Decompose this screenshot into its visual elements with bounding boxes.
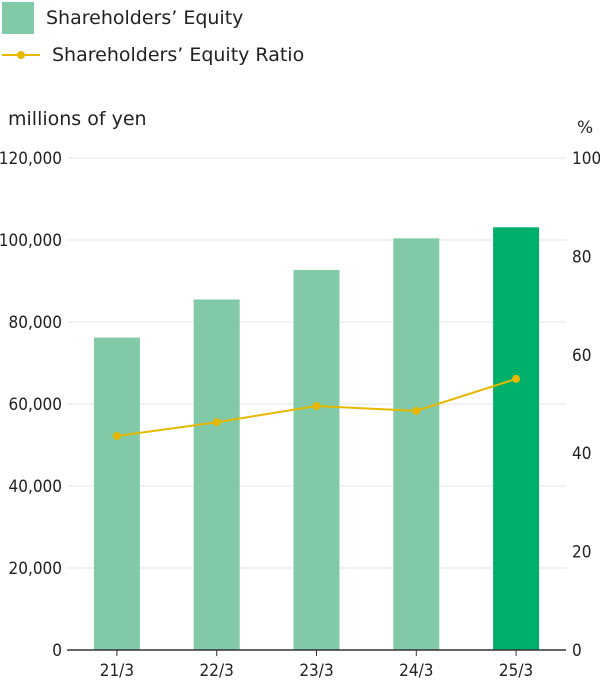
ratio-point bbox=[312, 401, 321, 410]
y2-tick-label: 100 bbox=[572, 149, 600, 169]
x-tick-label: 24/3 bbox=[399, 661, 433, 680]
y-tick-label: 40,000 bbox=[9, 477, 63, 497]
equity-bar bbox=[493, 227, 540, 651]
x-tick-label: 22/3 bbox=[200, 661, 234, 680]
equity-bar bbox=[393, 238, 440, 651]
equity-bar bbox=[93, 337, 140, 650]
y2-tick-label: 60 bbox=[572, 346, 591, 366]
ratio-point bbox=[512, 374, 521, 383]
y2-tick-label: 20 bbox=[572, 543, 591, 563]
legend-bar: Shareholders’ Equity bbox=[2, 2, 243, 34]
y-tick-label: 120,000 bbox=[0, 149, 62, 169]
ratio-point bbox=[112, 431, 121, 440]
left-axis-unit: millions of yen bbox=[8, 108, 147, 130]
equity-bar bbox=[293, 269, 340, 650]
y2-tick-label: 80 bbox=[572, 247, 591, 267]
y-tick-label: 60,000 bbox=[9, 395, 63, 415]
right-axis-unit: % bbox=[577, 118, 594, 138]
legend-bar-swatch bbox=[2, 2, 34, 34]
legend-line-marker bbox=[2, 45, 40, 65]
ratio-point bbox=[412, 406, 421, 415]
x-tick-label: 21/3 bbox=[100, 661, 134, 680]
x-tick-label: 25/3 bbox=[499, 661, 533, 680]
legend-line: Shareholders’ Equity Ratio bbox=[2, 44, 304, 66]
y-tick-label: 0 bbox=[52, 641, 62, 661]
y-tick-label: 100,000 bbox=[0, 231, 62, 251]
equity-bar bbox=[193, 299, 240, 650]
legend-bar-label: Shareholders’ Equity bbox=[46, 7, 244, 29]
legend-line-label: Shareholders’ Equity Ratio bbox=[52, 44, 305, 66]
y2-tick-label: 0 bbox=[572, 641, 582, 661]
ratio-point bbox=[212, 418, 221, 427]
y2-tick-label: 40 bbox=[572, 444, 591, 464]
y-tick-label: 80,000 bbox=[9, 313, 63, 333]
x-tick-label: 23/3 bbox=[299, 661, 333, 680]
y-tick-label: 20,000 bbox=[9, 559, 63, 579]
